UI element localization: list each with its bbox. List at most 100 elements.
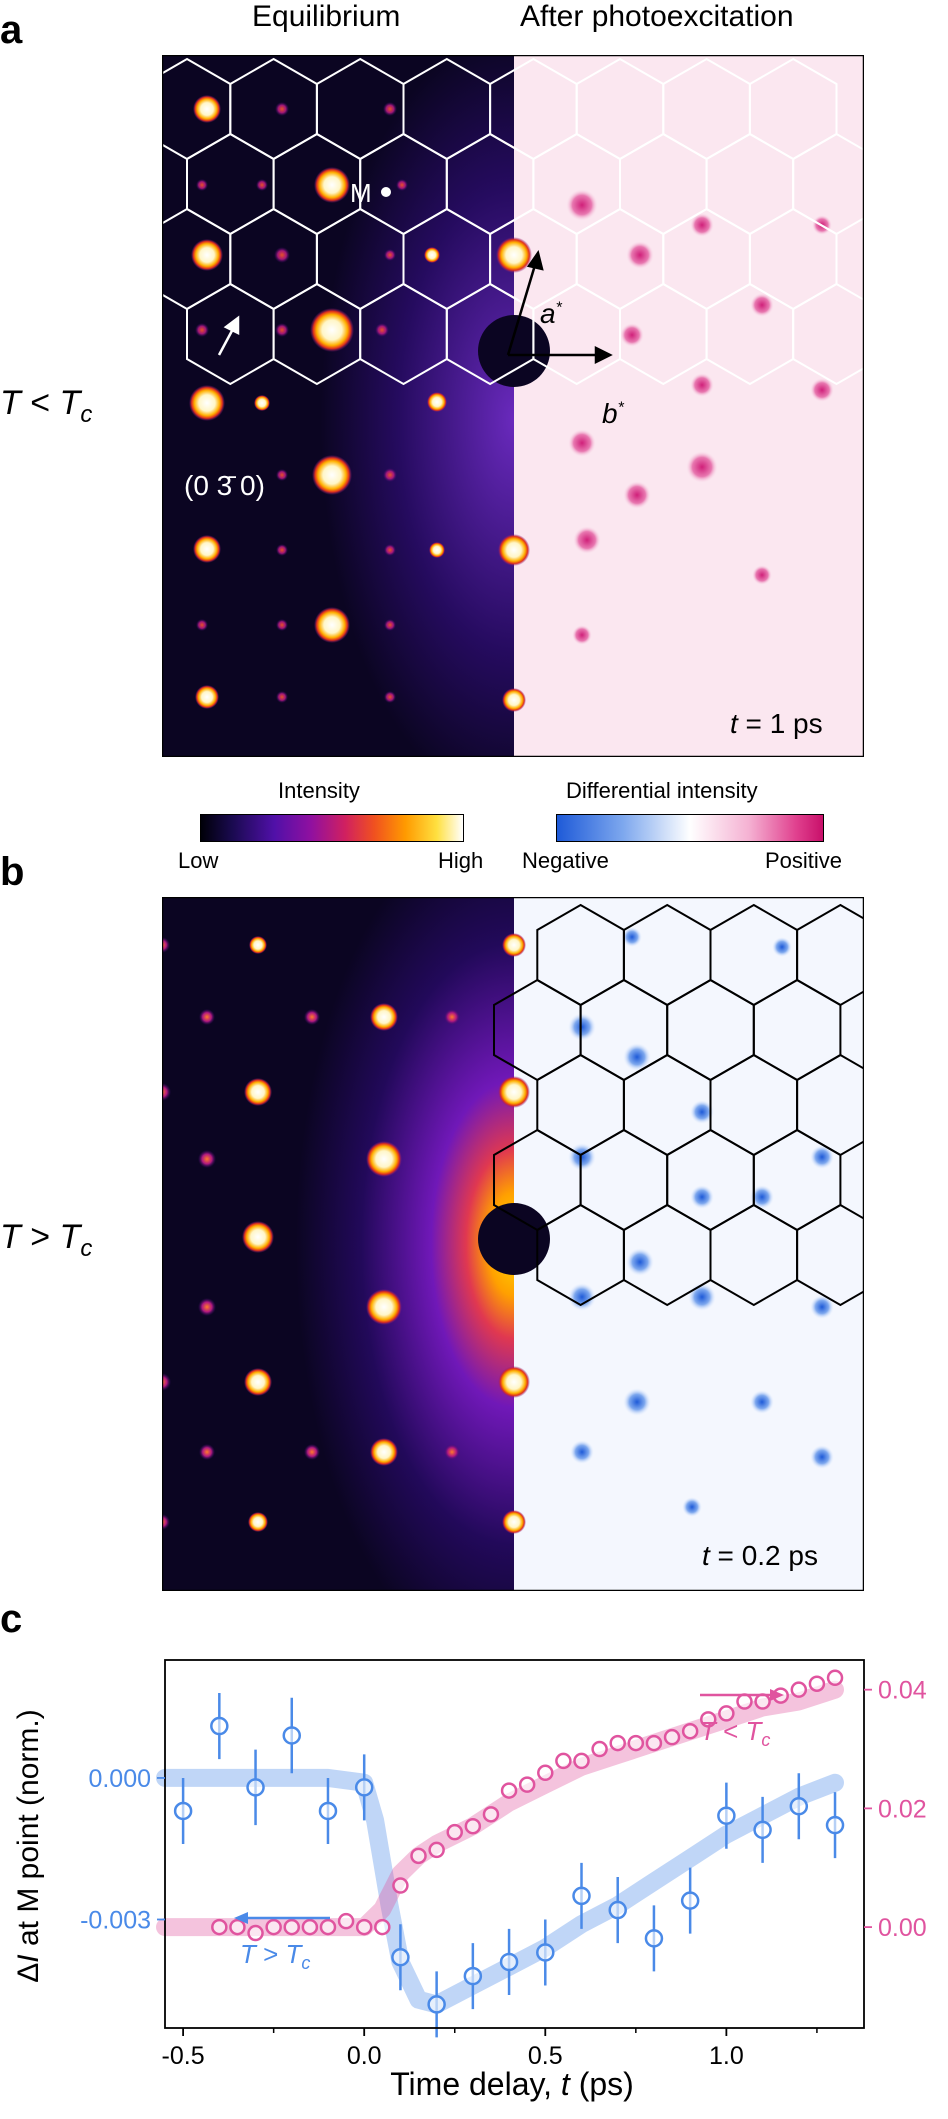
panel-a-diffraction-image (162, 55, 864, 757)
data-point (446, 1823, 463, 1841)
weak-peaks-b (162, 937, 460, 1530)
y-right-tick-label: 0.02 (878, 1795, 927, 1823)
y-axis-label: ΔI at M point (norm.) (12, 1709, 45, 1982)
hexagon-grid-a (162, 57, 864, 386)
x-tick-label: 0.5 (528, 2042, 563, 2070)
data-point (463, 1966, 483, 1986)
data-point (591, 1740, 608, 1758)
data-point (500, 1782, 518, 1799)
panel-label-b: b (0, 850, 25, 894)
data-point (246, 1778, 265, 1797)
data-point (374, 1918, 391, 1936)
y-left-tick-label: 0.000 (88, 1765, 151, 1793)
data-point (663, 1728, 681, 1746)
data-point (718, 1705, 735, 1722)
data-point (608, 1900, 627, 1920)
peak-label: (0 3̄ 0) (184, 470, 265, 501)
data-point (736, 1693, 753, 1710)
differential-positive-label: Positive (765, 848, 843, 873)
annotation-t-above: T > Tc (234, 1912, 330, 1973)
differential-negative-label: Negative (522, 848, 609, 873)
x-axis-label: Time delay, t (ps) (390, 2066, 634, 2102)
data-point (410, 1847, 427, 1865)
data-point (247, 1924, 264, 1942)
data-point (790, 1681, 808, 1698)
peak-arrow (217, 315, 240, 356)
column-title-after-photoexcitation: After photoexcitation (520, 0, 794, 33)
beam-stop (478, 315, 550, 387)
annotation-t-below-text: T < Tc (700, 1716, 770, 1750)
data-point (428, 1841, 445, 1859)
data-point (826, 1669, 844, 1687)
y-right-tick-label: 0.04 (878, 1677, 927, 1705)
data-point (754, 1693, 771, 1710)
data-point (229, 1918, 246, 1936)
differential-colorbar-title: Differential intensity (566, 778, 758, 803)
data-point (282, 1726, 302, 1745)
data-point (482, 1806, 500, 1823)
data-point (680, 1891, 700, 1910)
m-point-label: M (350, 178, 372, 208)
panel-b-diffraction-image (162, 897, 864, 1591)
intensity-colorbar (200, 814, 464, 842)
data-point (283, 1918, 301, 1936)
data-point (211, 1918, 228, 1936)
data-point (555, 1752, 572, 1770)
differential-spots-positive (566, 189, 834, 645)
intensity-high-label: High (438, 848, 484, 873)
data-point (319, 1918, 337, 1936)
data-point (392, 1877, 409, 1894)
data-point (518, 1776, 536, 1793)
data-point (700, 1711, 717, 1728)
beam-stop-b (478, 1203, 550, 1275)
data-point (572, 1886, 591, 1906)
data-point (825, 1815, 845, 1835)
data-point (318, 1801, 338, 1821)
data-point (537, 1764, 554, 1782)
data-point (301, 1918, 319, 1936)
panel-label-a: a (0, 8, 23, 52)
data-point (210, 1716, 229, 1736)
data-point (499, 1952, 519, 1972)
intensity-colorbar-title: Intensity (278, 778, 360, 803)
hexagon-grid-b (493, 903, 864, 1307)
annotation-t-above-text: T > Tc (240, 1939, 310, 1973)
data-point (789, 1797, 809, 1816)
y-left-tick-label: -0.003 (80, 1906, 151, 1934)
data-point (808, 1675, 826, 1692)
data-point (753, 1820, 772, 1840)
x-tick-label: 1.0 (709, 2042, 744, 2070)
b-star-label: b* (602, 398, 624, 429)
bragg-peaks-b (242, 933, 530, 1534)
annotation-t-below: T < Tc (700, 1689, 784, 1750)
reciprocal-axes (506, 250, 613, 365)
data-point (354, 1778, 374, 1797)
x-tick-label: 0.0 (347, 2042, 382, 2070)
panel-a-time-label: t = 1 ps (730, 708, 823, 739)
data-point (717, 1806, 736, 1825)
m-point-marker (381, 187, 391, 197)
brillouin-zone-hexagon (796, 1203, 864, 1307)
differential-colorbar (556, 814, 824, 842)
panel-a-temperature-label: T < Tc (0, 384, 93, 428)
x-tick-label: -0.5 (162, 2042, 205, 2070)
a-star-label: a* (540, 298, 562, 329)
bragg-peaks (189, 95, 532, 712)
panel-c-chart: -0.5 0.0 0.5 1.0 0.000 -0.003 0.00 0.02 0.04 Tim… (12, 1659, 927, 2102)
data-point (265, 1918, 282, 1936)
data-point (355, 1918, 373, 1936)
data-point (464, 1817, 482, 1835)
data-point (644, 1929, 664, 1948)
brillouin-zone-hexagon (792, 282, 864, 386)
data-point (645, 1734, 663, 1752)
data-point (536, 1943, 555, 1962)
data-point (427, 1995, 446, 2014)
data-point (627, 1734, 645, 1752)
data-point (573, 1752, 590, 1770)
weak-peaks (195, 102, 408, 703)
data-point (391, 1947, 410, 1967)
panel-b-time-label: t = 0.2 ps (702, 1540, 818, 1571)
y-right-tick-label: 0.00 (878, 1914, 927, 1942)
panel-label-c: c (0, 1597, 23, 1641)
data-point (337, 1912, 355, 1930)
